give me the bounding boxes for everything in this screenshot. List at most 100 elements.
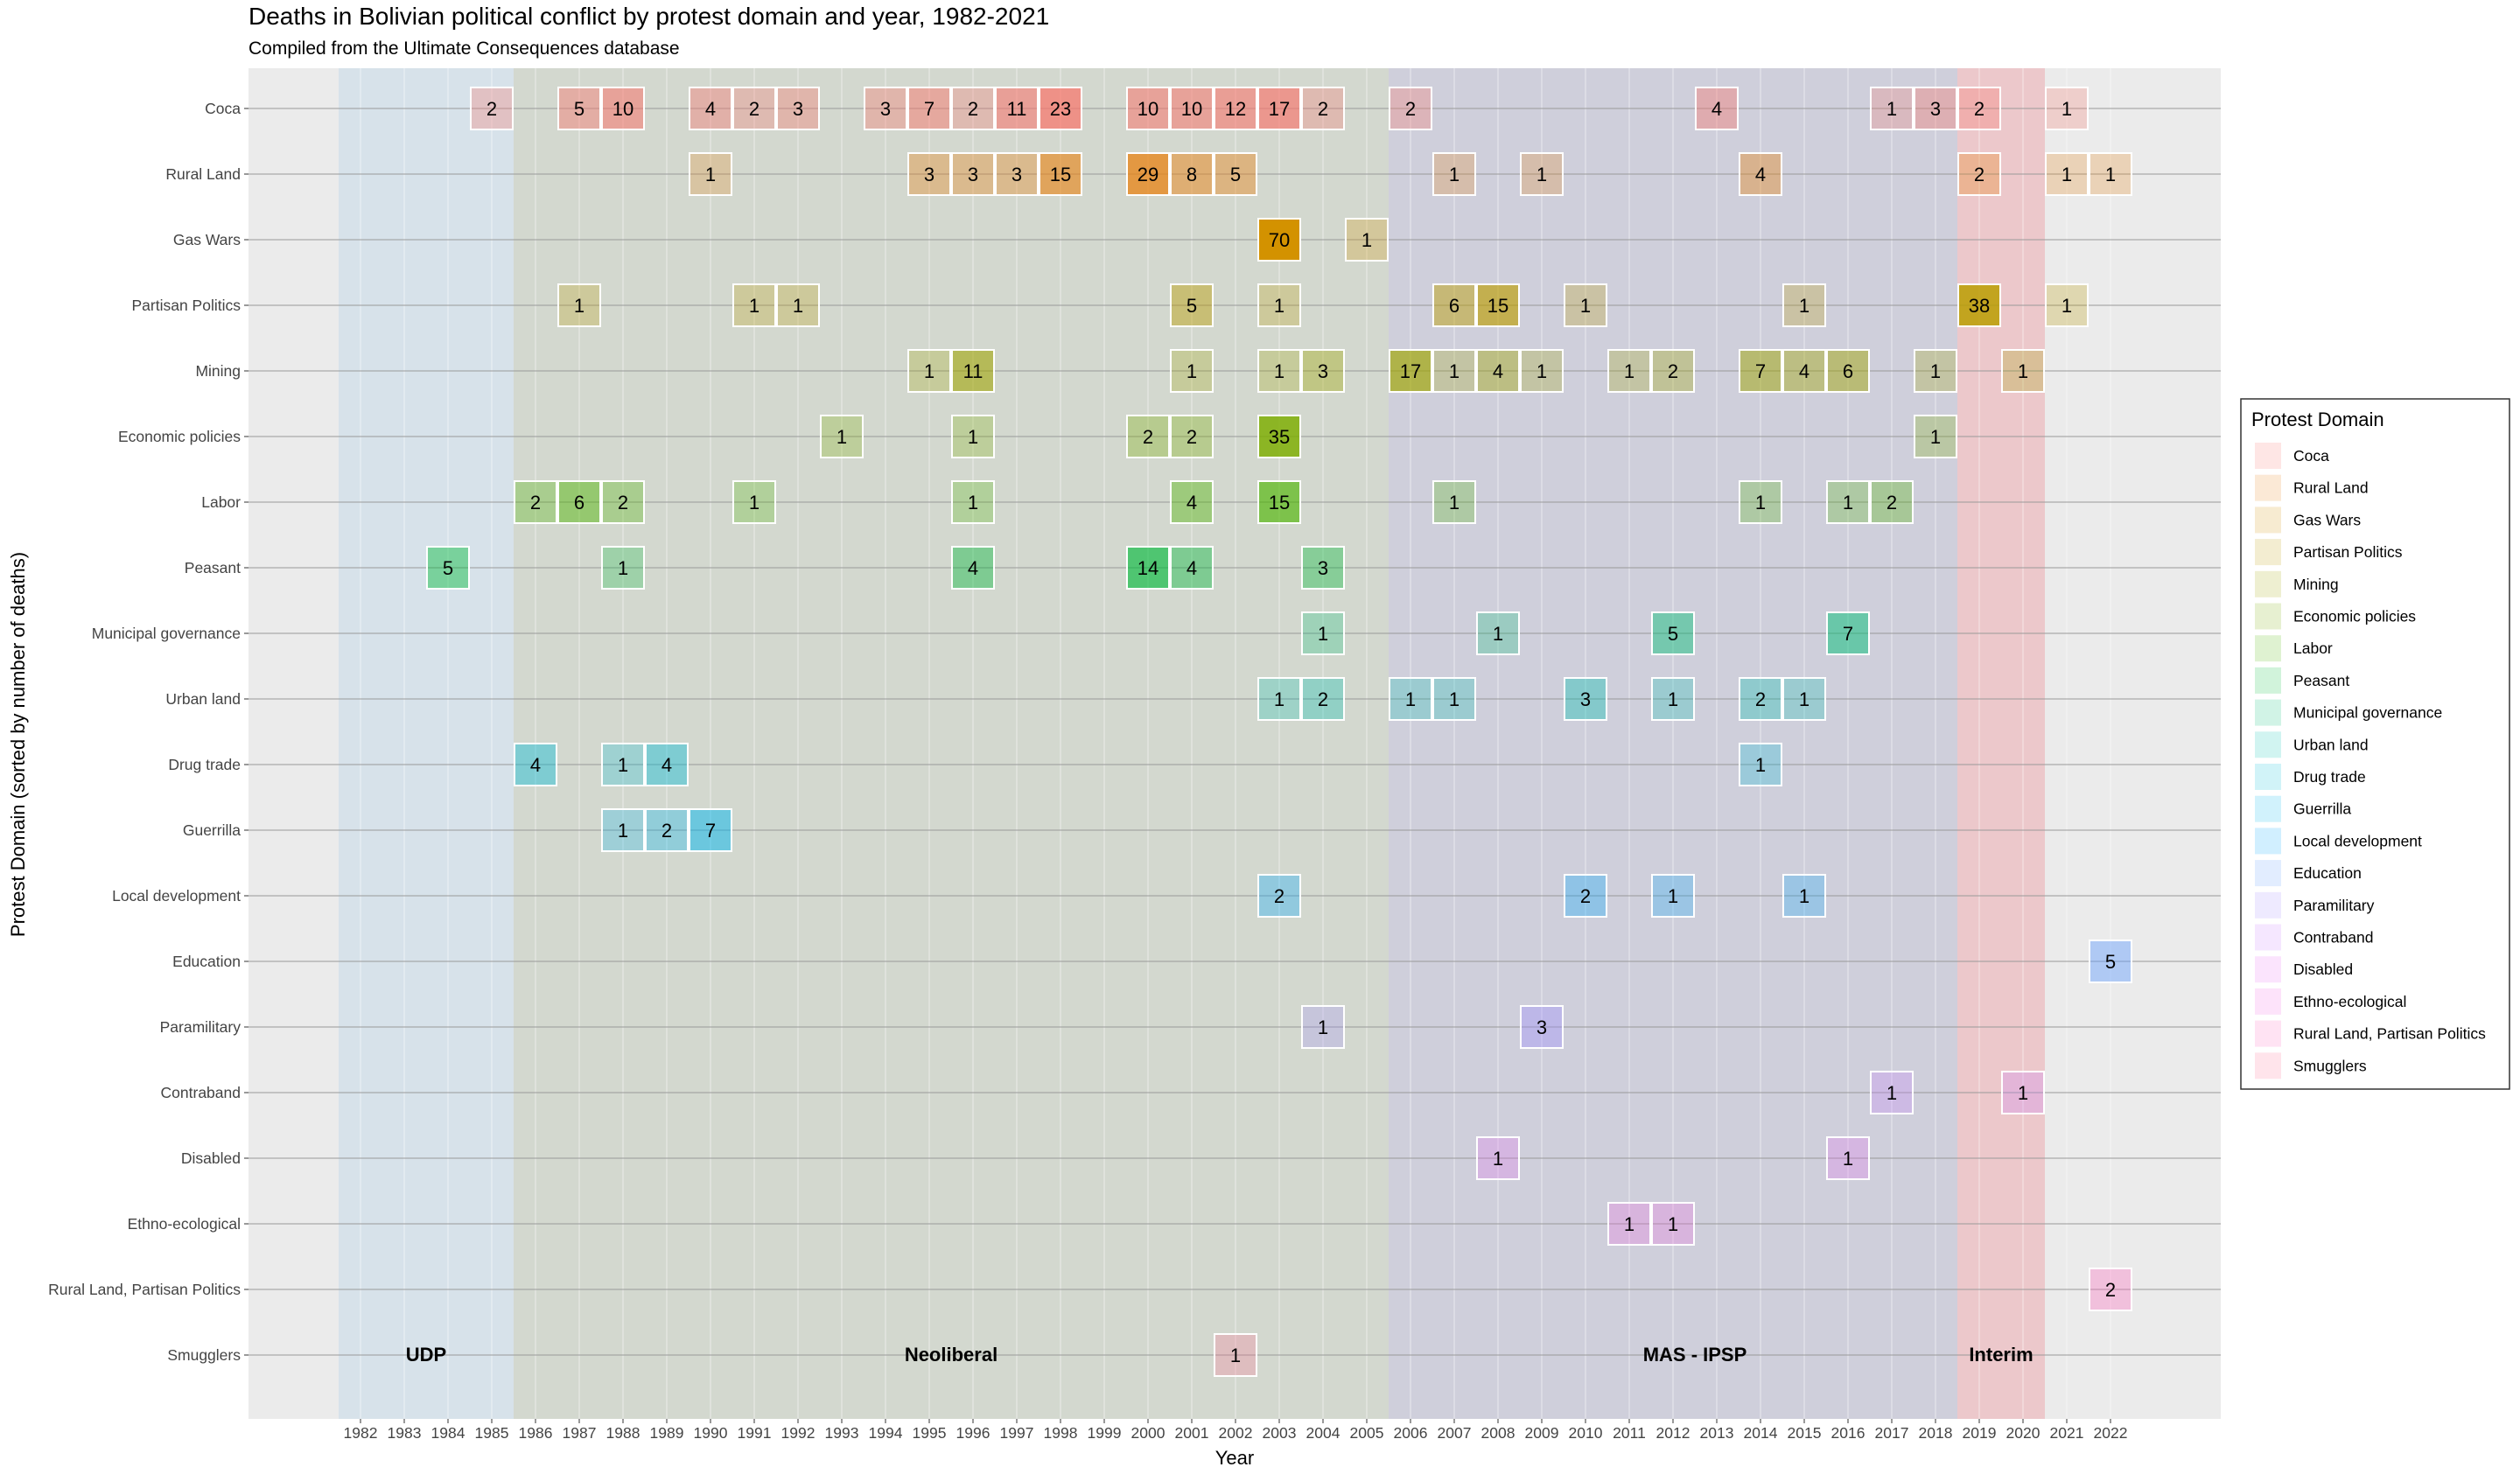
legend-label: Coca [2293, 447, 2329, 465]
legend-label: Gas Wars [2293, 511, 2361, 528]
cell-rect [1301, 1005, 1345, 1049]
cell-value-label: 35 [1269, 426, 1290, 448]
cell-rect [1170, 349, 1214, 393]
cell-value-label: 1 [924, 360, 934, 382]
cell-value-label: 17 [1269, 98, 1290, 120]
x-tick-label: 1989 [650, 1424, 684, 1442]
legend-key [2255, 764, 2281, 790]
heatmap-cell: 1 [1826, 480, 1870, 524]
heatmap-cell: 1 [907, 349, 951, 393]
heatmap-cell: 1 [1651, 677, 1695, 721]
cell-value-label: 2 [486, 98, 497, 120]
heatmap-cell: 1 [689, 152, 732, 196]
cell-value-label: 4 [1799, 360, 1810, 382]
cell-rect [1520, 152, 1564, 196]
heatmap-cell: 1 [1607, 1202, 1651, 1246]
cell-rect [1651, 677, 1695, 721]
cell-rect [951, 415, 995, 458]
cell-rect [1870, 480, 1914, 524]
cell-rect [1126, 87, 1170, 130]
y-tick-label: Drug trade [168, 756, 241, 773]
cell-rect [864, 87, 907, 130]
heatmap-cell: 1 [601, 743, 645, 786]
heatmap-cell: 38 [1957, 283, 2001, 327]
x-tick-label: 2021 [2050, 1424, 2084, 1442]
x-tick-label: 2017 [1875, 1424, 1909, 1442]
cell-rect [1564, 677, 1607, 721]
x-axis-title: Year [1215, 1447, 1254, 1469]
cell-value-label: 1 [1799, 885, 1810, 907]
heatmap-cell: 2 [1564, 874, 1607, 918]
x-tick-label: 1999 [1088, 1424, 1122, 1442]
cell-rect [1651, 874, 1695, 918]
cell-rect [951, 546, 995, 590]
heatmap-cell: 3 [995, 152, 1039, 196]
cell-value-label: 1 [749, 492, 760, 513]
cell-rect [1126, 546, 1170, 590]
cell-rect [557, 480, 601, 524]
cell-value-label: 1 [618, 557, 628, 579]
cell-value-label: 1 [1930, 426, 1941, 448]
heatmap-cell: 10 [1126, 87, 1170, 130]
cell-value-label: 1 [1274, 360, 1284, 382]
heatmap-cell: 1 [1782, 874, 1826, 918]
chart-subtitle: Compiled from the Ultimate Consequences … [248, 38, 680, 59]
cell-rect [601, 743, 645, 786]
legend-label: Drug trade [2293, 768, 2366, 786]
heatmap-cell: 17 [1257, 87, 1301, 130]
cell-value-label: 1 [1405, 688, 1416, 710]
cell-rect [1432, 283, 1476, 327]
cell-value-label: 2 [662, 820, 672, 842]
heatmap-cell: 1 [601, 808, 645, 852]
heatmap-cell: 4 [514, 743, 557, 786]
y-tick-label: Contraband [161, 1084, 241, 1101]
x-tick-label: 2020 [2006, 1424, 2040, 1442]
legend-key [2255, 891, 2281, 919]
cell-value-label: 4 [1712, 98, 1722, 120]
heatmap-cell: 2 [1301, 677, 1345, 721]
x-tick-label: 1997 [1000, 1424, 1034, 1442]
legend-key [2255, 667, 2281, 694]
y-tick-label: Local development [112, 887, 241, 905]
cell-rect [1301, 546, 1345, 590]
cell-rect [1345, 218, 1389, 262]
heatmap-cell: 2 [1651, 349, 1695, 393]
heatmap-cell: 1 [820, 415, 864, 458]
heatmap-cell: 5 [557, 87, 601, 130]
cell-value-label: 4 [1755, 164, 1766, 185]
cell-rect [514, 743, 557, 786]
cell-rect [1214, 1333, 1257, 1377]
y-tick-label: Labor [201, 493, 241, 511]
cell-value-label: 2 [530, 492, 541, 513]
cell-rect [820, 415, 864, 458]
cell-value-label: 2 [968, 98, 978, 120]
x-tick-label: 1990 [694, 1424, 728, 1442]
heatmap-cell: 2 [1126, 415, 1170, 458]
heatmap-cell: 1 [1914, 349, 1957, 393]
heatmap-cell: 1 [951, 480, 995, 524]
cell-rect [1257, 283, 1301, 327]
cell-value-label: 23 [1050, 98, 1071, 120]
y-tick-label: Rural Land [165, 165, 241, 183]
cell-rect [1782, 677, 1826, 721]
cell-rect [907, 349, 951, 393]
y-tick-label: Peasant [185, 559, 241, 576]
x-tick-label: 2004 [1306, 1424, 1340, 1442]
x-tick-label: 2000 [1131, 1424, 1166, 1442]
x-tick-label: 1984 [431, 1424, 466, 1442]
cell-value-label: 1 [1274, 688, 1284, 710]
heatmap-cell: 8 [1170, 152, 1214, 196]
cell-value-label: 2 [1318, 98, 1328, 120]
heatmap-cell: 11 [951, 349, 995, 393]
cell-value-label: 2 [1886, 492, 1897, 513]
heatmap-cell: 1 [1476, 611, 1520, 655]
heatmap-cell: 1 [1301, 1005, 1345, 1049]
cell-value-label: 4 [662, 754, 672, 776]
cell-value-label: 5 [1186, 295, 1197, 317]
cell-value-label: 1 [2062, 98, 2072, 120]
legend-label: Partisan Politics [2293, 543, 2403, 561]
cell-rect [2089, 940, 2132, 983]
legend-label: Contraband [2293, 929, 2373, 947]
cell-value-label: 1 [574, 295, 584, 317]
